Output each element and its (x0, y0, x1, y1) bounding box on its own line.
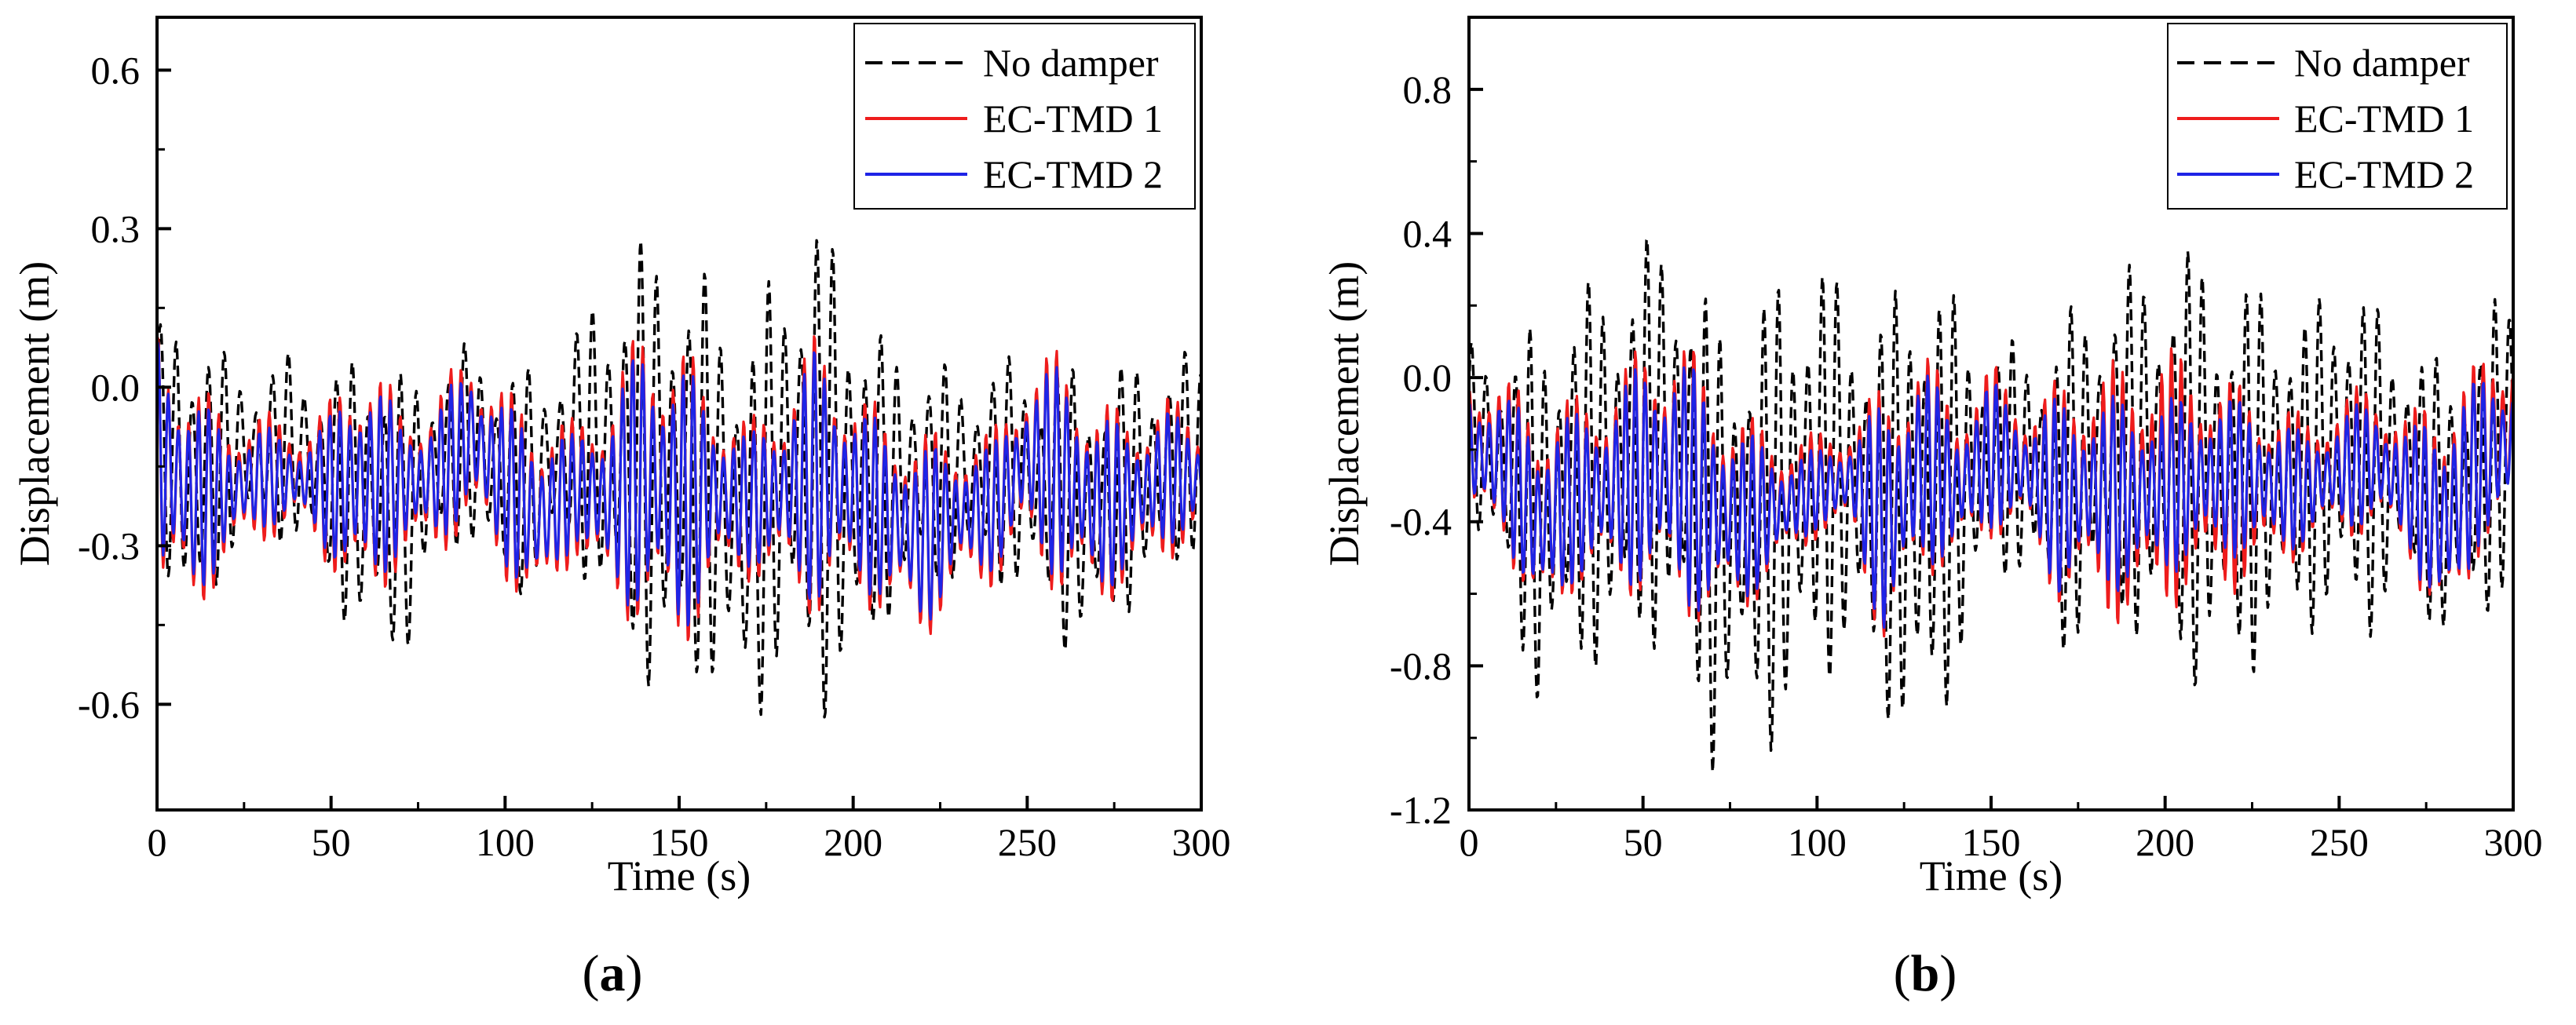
y-ticks-b: -1.2 -0.8 -0.4 0.0 0.4 0.8 (1390, 67, 1483, 832)
x-ticks-b: 0 50 100 150 200 250 300 (1460, 796, 2543, 864)
y-ticks-a: -0.6 -0.3 0.0 0.3 0.6 (78, 48, 171, 726)
panel-label-b: (b) (1894, 945, 1957, 1002)
y-tick-label-b: -1.2 (1390, 788, 1452, 832)
x-tick-label-a: 0 (148, 820, 167, 864)
legend-label-ec-tmd-1-a: EC-TMD 1 (983, 97, 1163, 140)
x-tick-label-a: 250 (998, 820, 1057, 864)
y-tick-label-a: -0.6 (78, 682, 140, 726)
legend-box-a (853, 23, 1196, 210)
y-tick-label-a: 0.3 (91, 206, 141, 250)
legend-label-ec-tmd-1-b: EC-TMD 1 (2294, 97, 2474, 140)
x-tick-label-a: 150 (650, 820, 709, 864)
x-tick-label-b: 0 (1460, 820, 1479, 864)
panel-letter-b: b (1911, 945, 1940, 1002)
panel-label-a: (a) (583, 945, 643, 1002)
y-tick-label-b: 0.8 (1403, 67, 1452, 111)
y-tick-label-a: 0.0 (91, 365, 141, 409)
x-axis-title-a: Time (s) (608, 852, 751, 899)
x-tick-label-b: 250 (2310, 820, 2369, 864)
x-ticks-a: 0 50 100 150 200 250 300 (148, 796, 1231, 864)
x-tick-label-b: 100 (1788, 820, 1847, 864)
y-tick-label-b: -0.8 (1390, 644, 1452, 688)
y-axis-title-b: Displacement (m) (1321, 261, 1368, 566)
y-tick-label-a: 0.6 (91, 48, 141, 92)
legend-label-ec-tmd-2-b: EC-TMD 2 (2294, 152, 2474, 196)
series-line-ec-tmd-2-a (155, 341, 1203, 627)
legend-box-b (2167, 23, 2508, 210)
legend-label-ec-tmd-2-a: EC-TMD 2 (983, 152, 1163, 196)
x-tick-label-a: 300 (1172, 820, 1231, 864)
x-tick-label-b: 50 (1624, 820, 1663, 864)
y-axis-title-a: Displacement (m) (11, 261, 58, 566)
chart-a: 0 50 100 150 200 250 300 -0.6 -0.3 0.0 0.3 0.6 No … (11, 16, 1231, 1002)
x-tick-label-a: 200 (824, 820, 882, 864)
chart-b: 0 50 100 150 200 250 300 -1.2 -0.8 -0.4 0.0 0.4 0.8… (1321, 16, 2543, 1002)
x-tick-label-b: 200 (2136, 820, 2194, 864)
legend-b: No damper EC-TMD 1 EC-TMD 2 (2167, 23, 2508, 210)
x-tick-label-a: 100 (476, 820, 535, 864)
x-axis-title-b: Time (s) (1920, 852, 2063, 899)
y-tick-label-a: -0.3 (78, 523, 140, 567)
series-layer-b (1467, 238, 2515, 774)
x-tick-label-b: 150 (1962, 820, 2021, 864)
y-tick-label-b: -0.4 (1390, 500, 1452, 544)
legend-label-no-damper-b: No damper (2294, 41, 2470, 85)
x-tick-label-a: 50 (312, 820, 351, 864)
y-tick-label-b: 0.0 (1403, 356, 1452, 399)
y-tick-label-b: 0.4 (1403, 211, 1452, 255)
series-line-ec-tmd-2-b (1467, 366, 2515, 629)
legend-a: No damper EC-TMD 1 EC-TMD 2 (853, 23, 1196, 210)
x-tick-label-b: 300 (2484, 820, 2543, 864)
legend-label-no-damper-a: No damper (983, 41, 1159, 85)
series-layer-a (155, 239, 1203, 719)
panel-letter-a: a (600, 945, 626, 1002)
